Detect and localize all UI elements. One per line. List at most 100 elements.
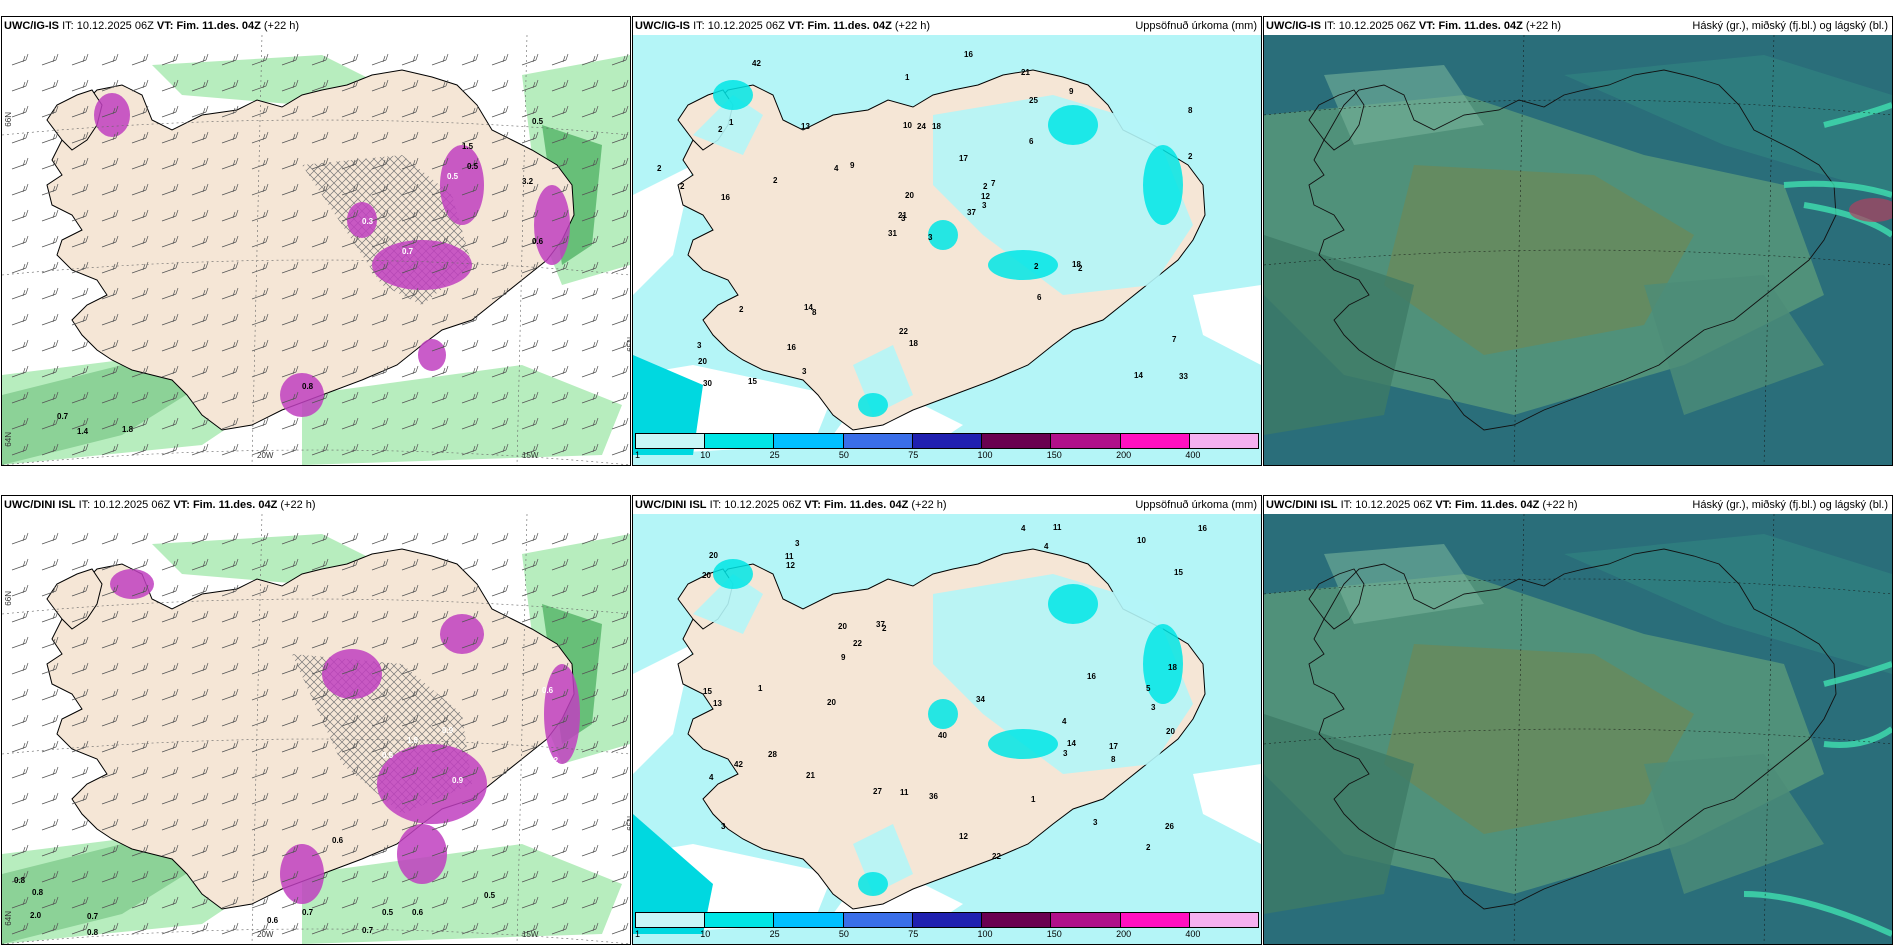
- precip-area: [302, 365, 622, 465]
- wind-barb: [461, 532, 479, 545]
- value-label: 9: [841, 653, 846, 662]
- lead-time: (+22 h): [1542, 499, 1578, 511]
- wind-barb: [341, 896, 359, 909]
- value-label: 4: [1062, 717, 1067, 726]
- wind-barb: [281, 235, 299, 248]
- wind-barb: [581, 209, 599, 222]
- wind-barb: [131, 209, 149, 222]
- wind-barb: [311, 53, 329, 66]
- wind-barb: [461, 818, 479, 831]
- wind-barb: [581, 339, 599, 352]
- wind-barb: [41, 157, 59, 170]
- value-label: 42: [734, 760, 743, 769]
- wind-barb: [401, 391, 419, 404]
- cloud-cover-map: [1264, 35, 1892, 465]
- accum-precip-map: [633, 514, 1261, 944]
- wind-barb: [311, 261, 329, 274]
- wind-barb: [41, 662, 59, 675]
- wind-barb: [251, 766, 269, 779]
- wind-barb: [71, 417, 89, 430]
- wind-barb: [491, 532, 509, 545]
- value-label: 30: [703, 379, 712, 388]
- panel-field-title: Uppsöfnuð úrkoma (mm): [1135, 499, 1257, 511]
- wind-barb: [611, 287, 629, 300]
- value-label: 10: [903, 121, 912, 130]
- wind-barb: [41, 183, 59, 196]
- value-label: 16: [1198, 524, 1207, 533]
- wind-barb: [11, 610, 29, 623]
- wind-barb: [71, 261, 89, 274]
- wind-barb: [311, 558, 329, 571]
- wind-barb: [341, 662, 359, 675]
- wind-barb: [611, 261, 629, 274]
- wind-barb: [431, 766, 449, 779]
- wind-barb: [581, 922, 599, 935]
- legend-swatch: [636, 913, 706, 927]
- init-time: 10.12.2025 06Z: [707, 20, 785, 32]
- legend-tick: 150: [1046, 929, 1062, 939]
- model-name: UWC/IG-IS: [4, 20, 59, 32]
- wind-barb: [131, 922, 149, 935]
- wind-barb: [461, 662, 479, 675]
- wind-barb: [221, 79, 239, 92]
- value-label: 0.7: [87, 912, 99, 921]
- wind-barb: [11, 896, 29, 909]
- wind-barb: [431, 157, 449, 170]
- value-label: 2: [1188, 152, 1193, 161]
- wind-barb: [281, 157, 299, 170]
- wind-barb: [311, 417, 329, 430]
- wind-barb: [161, 339, 179, 352]
- wind-barb: [71, 896, 89, 909]
- value-label: 4: [709, 773, 714, 782]
- wind-barb: [611, 818, 629, 831]
- vt-label: VT:: [173, 499, 190, 511]
- wind-barb: [11, 157, 29, 170]
- wind-barb: [131, 558, 149, 571]
- wind-barb: [161, 105, 179, 118]
- wind-barb: [221, 53, 239, 66]
- value-label: 28: [768, 750, 777, 759]
- valid-time: Fim. 11.des. 04Z: [823, 499, 909, 511]
- wind-barb: [251, 53, 269, 66]
- wind-barb: [581, 235, 599, 248]
- wind-barb: [11, 105, 29, 118]
- wind-barb: [71, 792, 89, 805]
- wind-barb: [401, 443, 419, 456]
- wind-barb: [461, 313, 479, 326]
- value-label: 2.0: [30, 911, 42, 920]
- value-label: 21: [1021, 68, 1030, 77]
- legend-tick: 100: [977, 929, 993, 939]
- wind-barb: [191, 365, 209, 378]
- panel-field-title: Háský (gr.), miðský (fj.bl.) og lágský (…: [1692, 20, 1888, 32]
- wind-barb: [581, 313, 599, 326]
- wind-barb: [521, 844, 539, 857]
- wind-barb: [161, 844, 179, 857]
- wind-barb: [221, 792, 239, 805]
- precip-area-moderate: [858, 872, 888, 896]
- wind-barb: [371, 714, 389, 727]
- wind-barb: [11, 131, 29, 144]
- wind-barb: [161, 792, 179, 805]
- wind-barb: [431, 584, 449, 597]
- wind-barb: [521, 584, 539, 597]
- no-precip-area: [1193, 764, 1261, 844]
- precip-area-moderate: [633, 355, 703, 455]
- wind-barb: [401, 532, 419, 545]
- axis-label: 65N: [626, 816, 631, 831]
- wind-barb: [341, 766, 359, 779]
- wind-barb: [491, 417, 509, 430]
- wind-barb: [551, 53, 569, 66]
- value-label: 20: [698, 357, 707, 366]
- wind-barb: [521, 339, 539, 352]
- precip-area-moderate: [928, 699, 958, 729]
- wind-barb: [221, 209, 239, 222]
- wind-barb: [401, 261, 419, 274]
- wind-barb: [521, 209, 539, 222]
- wind-barb: [341, 131, 359, 144]
- wind-barb: [401, 584, 419, 597]
- wind-barb: [491, 584, 509, 597]
- value-label: 13: [713, 699, 722, 708]
- wind-barb: [131, 261, 149, 274]
- wind-barb: [311, 818, 329, 831]
- wind-barb: [371, 558, 389, 571]
